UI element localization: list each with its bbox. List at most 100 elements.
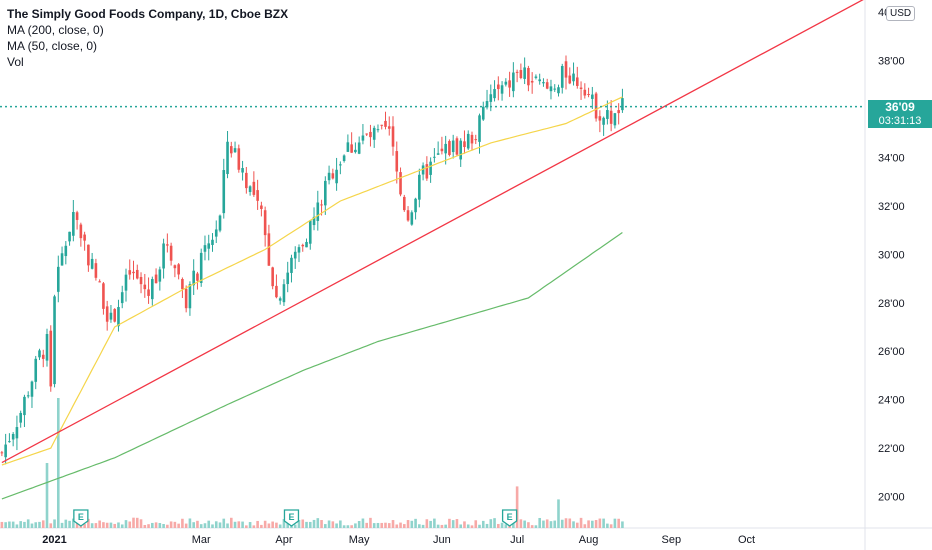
volume-bar — [64, 519, 68, 528]
volume-bar — [451, 520, 455, 528]
candle-body — [222, 170, 226, 214]
volume-bar — [267, 523, 271, 528]
candle-body — [132, 271, 135, 274]
volume-bar — [542, 520, 545, 528]
candle-body — [305, 241, 308, 248]
volume-bar — [339, 520, 342, 528]
candle-body — [376, 129, 380, 131]
candle-body — [478, 115, 481, 142]
currency-button[interactable]: USD — [886, 6, 916, 21]
volume-legend[interactable]: Vol — [7, 55, 24, 69]
trendline-path — [1, 0, 864, 464]
candle-body — [617, 110, 620, 114]
volume-bar — [128, 521, 132, 528]
volume-bar — [425, 519, 429, 528]
candle-body — [139, 277, 143, 285]
candle-body — [331, 173, 335, 179]
volume-bar — [214, 521, 218, 528]
volume-bar — [203, 523, 207, 528]
volume-bar — [30, 523, 34, 528]
candle-body — [579, 87, 583, 89]
volume-bar — [316, 518, 320, 528]
symbol-title[interactable]: The Simply Good Foods Company, 1D, Cboe … — [7, 7, 289, 21]
volume-bar — [94, 523, 98, 528]
candle-body — [169, 245, 173, 261]
candle-body — [621, 98, 624, 111]
candle-body — [568, 75, 572, 84]
volume-bar — [350, 525, 353, 528]
candle-body — [282, 284, 286, 303]
bar-countdown-label: 03:31:13 — [868, 113, 932, 128]
trend-line[interactable] — [1, 0, 867, 464]
candle-body — [572, 73, 575, 82]
candle-body — [587, 93, 590, 95]
candle-body — [308, 220, 312, 244]
price-tick-label: 34'00 — [878, 152, 905, 164]
candle-body — [327, 172, 331, 181]
candle-body — [128, 270, 132, 275]
candle-body — [320, 204, 323, 206]
candle-body — [553, 88, 557, 90]
time-axis[interactable]: 2021 Mar Apr May Jun Jul Aug Sep Oct — [42, 534, 755, 546]
time-tick-label: Oct — [738, 534, 755, 546]
volume-bar — [609, 524, 613, 528]
candle-body — [151, 279, 154, 300]
candle-body — [384, 120, 387, 127]
volume-bar — [549, 521, 553, 528]
volume-bar — [87, 518, 90, 528]
volume-bar — [192, 522, 195, 528]
candle-body — [474, 139, 478, 141]
ma50-legend[interactable]: MA (50, close, 0) — [7, 39, 98, 53]
volume-bar — [196, 520, 199, 528]
volume-bar — [530, 525, 534, 528]
candle-body — [278, 298, 282, 301]
price-tick-label: 32'00 — [878, 201, 905, 213]
volume-bar — [211, 524, 214, 528]
volume-bar — [606, 523, 609, 528]
volume-bar — [38, 521, 41, 528]
candle-body — [124, 274, 128, 291]
candle-body — [598, 116, 602, 121]
candle-body — [64, 245, 68, 257]
candle-body — [117, 307, 120, 327]
candle-body — [19, 412, 22, 423]
volume-bar — [41, 520, 45, 528]
candle-body — [192, 270, 195, 286]
price-tick-label: 26'00 — [878, 346, 905, 358]
volume-bar — [113, 523, 117, 528]
volume-bar — [387, 523, 391, 528]
time-tick-label: Mar — [192, 534, 211, 546]
candle-body — [98, 281, 101, 283]
candle-body — [120, 292, 124, 304]
candle-body — [166, 244, 169, 246]
volume-bar — [594, 520, 598, 528]
volume-bar — [504, 524, 508, 528]
candle-body — [395, 151, 399, 172]
ma200-legend[interactable]: MA (200, close, 0) — [7, 23, 104, 37]
candle-body — [425, 164, 429, 179]
volume-bar — [568, 518, 572, 528]
candle-body — [448, 141, 451, 155]
volume-bar — [421, 524, 425, 528]
volume-bar — [245, 525, 248, 528]
volume-bar — [324, 524, 327, 528]
volume-bar — [436, 524, 440, 528]
time-tick-label: 2021 — [42, 534, 66, 546]
volume-bar — [56, 398, 60, 528]
volume-bar — [4, 522, 7, 528]
volume-bar — [72, 518, 75, 528]
candle-body — [493, 89, 496, 99]
candle-body — [489, 94, 493, 102]
volume-bar — [312, 519, 316, 528]
volume-bar — [440, 524, 444, 528]
volume-bar — [293, 524, 297, 528]
volume-bar — [53, 519, 56, 528]
volume-bar — [553, 520, 557, 528]
volume-bar — [369, 517, 372, 528]
volume-bar — [489, 519, 493, 528]
volume-bar — [327, 520, 331, 528]
volume-bar — [233, 521, 237, 528]
volume-bar — [433, 518, 436, 528]
